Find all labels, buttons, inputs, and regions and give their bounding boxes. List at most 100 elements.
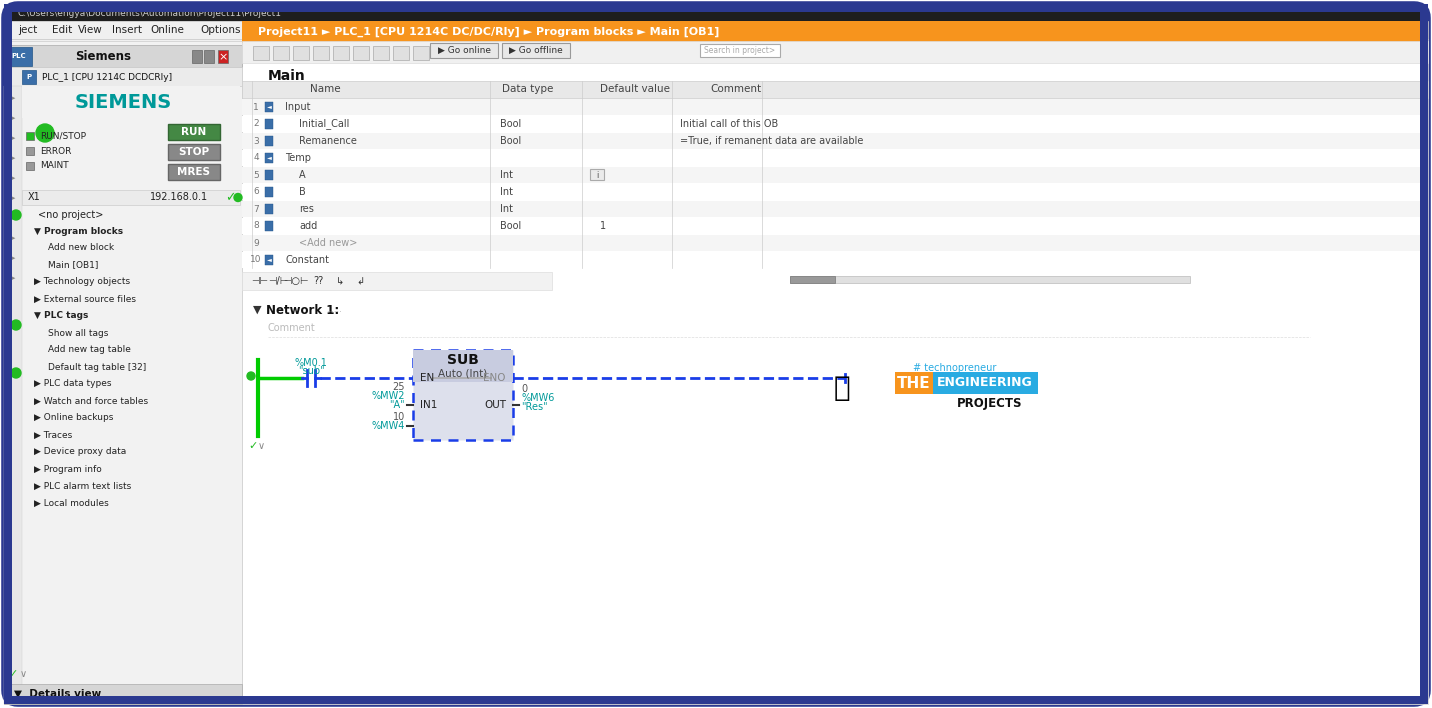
Text: Add new block: Add new block <box>49 244 115 253</box>
Text: 10: 10 <box>392 412 405 422</box>
Text: ∨: ∨ <box>258 441 265 451</box>
Bar <box>242 21 1428 43</box>
Text: Project11 ► PLC_1 [CPU 1214C DC/DC/Rly] ► Program blocks ► Main [OB1]: Project11 ► PLC_1 [CPU 1214C DC/DC/Rly] … <box>258 27 719 37</box>
Bar <box>590 169 604 180</box>
Text: Default value: Default value <box>600 84 670 94</box>
Text: 7: 7 <box>253 205 259 214</box>
Bar <box>242 41 1428 63</box>
Text: <no project>: <no project> <box>39 210 103 220</box>
Bar <box>294 46 309 60</box>
Bar <box>4 4 1428 21</box>
Text: ✓: ✓ <box>9 669 17 679</box>
Text: ▶ Traces: ▶ Traces <box>34 430 72 440</box>
Text: ▶: ▶ <box>10 235 16 241</box>
Text: ▼ Program blocks: ▼ Program blocks <box>34 227 123 236</box>
Bar <box>790 276 835 283</box>
Text: 25: 25 <box>392 382 405 392</box>
Text: ◄: ◄ <box>266 258 272 263</box>
Text: RUN/STOP: RUN/STOP <box>40 132 86 140</box>
Text: Show all tags: Show all tags <box>49 329 109 338</box>
Bar <box>168 144 221 160</box>
Bar <box>21 70 36 84</box>
Text: P: P <box>26 74 32 80</box>
Bar <box>4 21 1428 39</box>
Text: %MW6: %MW6 <box>521 393 554 403</box>
Bar <box>895 372 934 394</box>
Bar <box>412 350 513 382</box>
Bar <box>192 50 202 63</box>
Text: ∨: ∨ <box>20 669 27 679</box>
Text: Comment: Comment <box>268 323 315 333</box>
Text: 1: 1 <box>253 103 259 111</box>
Text: Insert: Insert <box>112 25 142 35</box>
Text: ▶ PLC alarm text lists: ▶ PLC alarm text lists <box>34 481 132 491</box>
Text: Comment: Comment <box>710 84 762 94</box>
Bar <box>392 46 410 60</box>
Bar <box>372 46 390 60</box>
Text: 5: 5 <box>253 171 259 180</box>
Text: ▶ Device proxy data: ▶ Device proxy data <box>34 447 126 457</box>
Text: 4: 4 <box>253 154 259 163</box>
Bar <box>503 43 570 58</box>
Bar <box>265 102 274 112</box>
Bar <box>203 50 213 63</box>
Bar <box>412 46 430 60</box>
Bar <box>168 124 221 140</box>
Bar <box>168 164 221 180</box>
Text: ↲: ↲ <box>357 276 364 286</box>
Text: ▶: ▶ <box>10 135 16 141</box>
Text: ▶ Program info: ▶ Program info <box>34 464 102 474</box>
Text: MAINT: MAINT <box>40 161 69 171</box>
Text: Add new tag table: Add new tag table <box>49 346 130 355</box>
FancyBboxPatch shape <box>4 4 1428 704</box>
Text: ×: × <box>218 52 228 62</box>
Text: %MW4: %MW4 <box>372 421 405 431</box>
Bar <box>354 46 369 60</box>
Text: 192.168.0.1: 192.168.0.1 <box>150 193 208 202</box>
Text: Auto (Int): Auto (Int) <box>438 368 488 378</box>
Bar <box>4 86 21 704</box>
Bar <box>265 136 274 146</box>
Text: ......: ...... <box>326 305 342 314</box>
Text: %MW2: %MW2 <box>371 391 405 401</box>
Text: 10: 10 <box>251 256 262 265</box>
Text: Initial call of this OB: Initial call of this OB <box>680 119 778 129</box>
Bar <box>26 132 34 140</box>
Text: ▼  Details view: ▼ Details view <box>14 689 102 699</box>
Text: PLC: PLC <box>11 54 26 59</box>
Text: ▶ Online backups: ▶ Online backups <box>34 413 113 423</box>
Text: ✓: ✓ <box>225 191 235 204</box>
Bar <box>4 696 1428 704</box>
Bar <box>242 184 1428 200</box>
Text: 6: 6 <box>253 188 259 197</box>
Text: Bool: Bool <box>500 221 521 231</box>
Text: ▼ PLC tags: ▼ PLC tags <box>34 312 89 321</box>
Text: ▶: ▶ <box>10 95 16 101</box>
Circle shape <box>11 368 21 378</box>
Bar <box>790 276 1190 283</box>
Text: 2: 2 <box>253 120 259 128</box>
Bar <box>242 133 1428 149</box>
Text: Default tag table [32]: Default tag table [32] <box>49 362 146 372</box>
Text: Data type: Data type <box>503 84 553 94</box>
Text: ▶: ▶ <box>10 115 16 121</box>
Text: Help: Help <box>334 25 358 35</box>
Text: ENGINEERING: ENGINEERING <box>937 377 1032 389</box>
Text: 9: 9 <box>253 239 259 248</box>
Bar <box>265 153 274 163</box>
Text: Name: Name <box>309 84 341 94</box>
Text: Tools: Tools <box>251 25 276 35</box>
Text: ▶ Watch and force tables: ▶ Watch and force tables <box>34 396 147 406</box>
Text: View: View <box>77 25 103 35</box>
Bar <box>4 4 1428 12</box>
Text: ▶: ▶ <box>10 275 16 281</box>
Text: Bool: Bool <box>500 136 521 146</box>
Bar <box>430 43 498 58</box>
Bar <box>218 50 228 63</box>
Text: EN: EN <box>420 373 434 383</box>
Text: ✓: ✓ <box>248 441 258 451</box>
Text: %M0.1: %M0.1 <box>295 358 328 368</box>
Text: B: B <box>299 187 306 197</box>
Bar <box>4 4 11 704</box>
Text: 🤖: 🤖 <box>833 374 851 402</box>
